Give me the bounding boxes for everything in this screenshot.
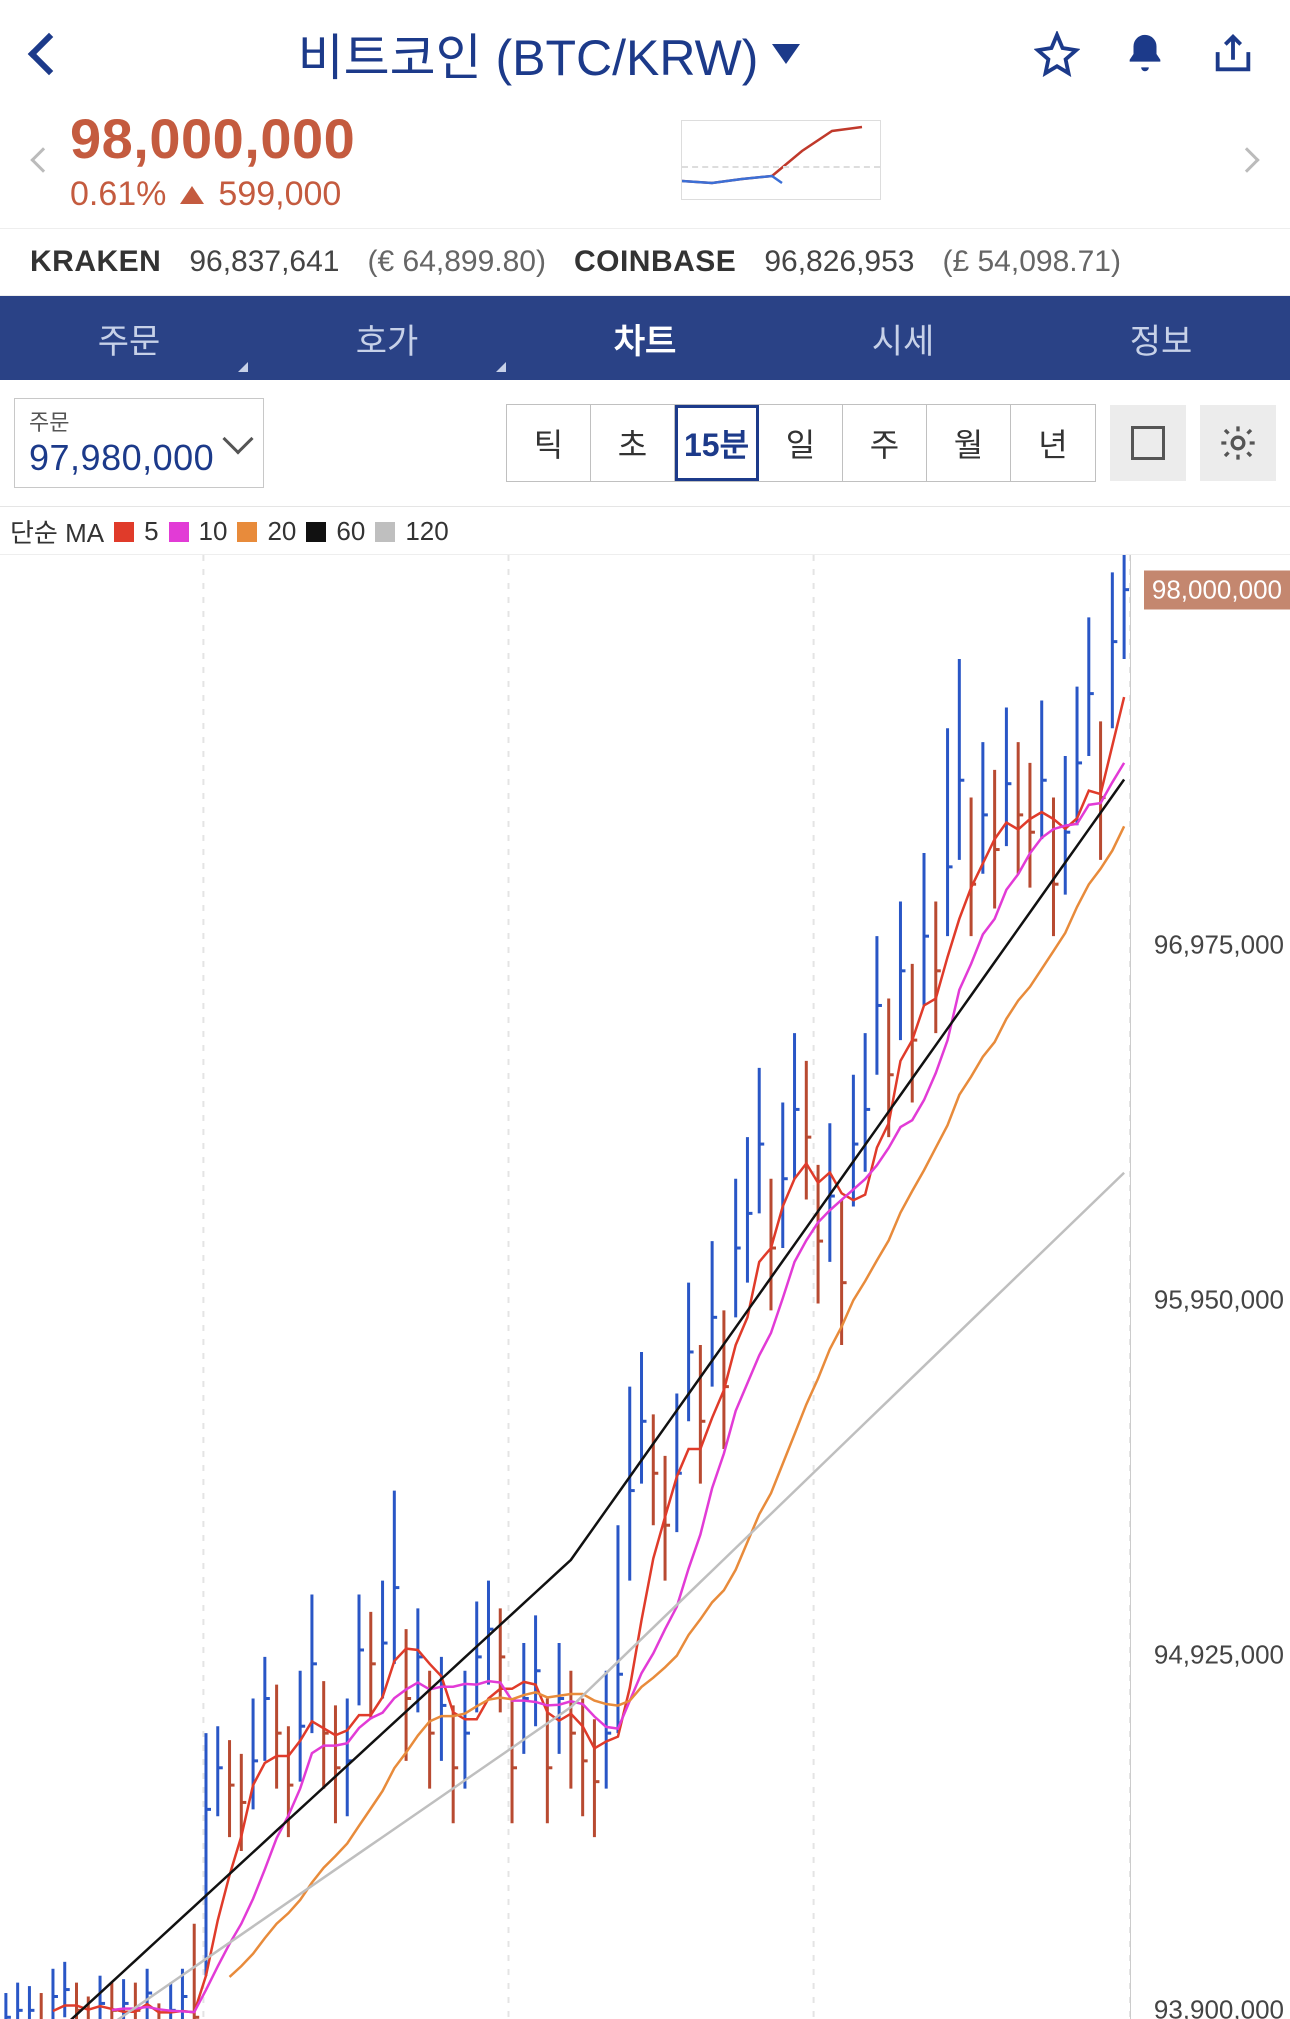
price-change-abs: 599,000: [218, 175, 341, 214]
timeframe-일[interactable]: 일: [759, 405, 843, 481]
gear-icon: [1218, 423, 1258, 463]
legend-label: 10: [199, 516, 228, 547]
triangle-up-icon: [180, 186, 204, 204]
star-icon[interactable]: [1034, 31, 1080, 77]
legend-swatch: [169, 522, 189, 542]
tab-2[interactable]: 차트: [516, 296, 774, 380]
y-tick-label: 95,950,000: [1154, 1285, 1284, 1316]
chevron-down-icon: [222, 423, 253, 454]
prev-asset-button[interactable]: [34, 151, 70, 169]
legend-swatch: [375, 522, 395, 542]
timeframe-초[interactable]: 초: [591, 405, 675, 481]
title-dropdown[interactable]: 비트코인 (BTC/KRW): [64, 18, 1034, 90]
y-tick-label: 96,975,000: [1154, 929, 1284, 960]
share-icon[interactable]: [1210, 31, 1256, 77]
y-axis: 98,000,000 96,975,000 95,950,000 94,925,000…: [1130, 555, 1290, 2019]
order-value: 97,980,000: [29, 437, 214, 479]
sparkline: [681, 120, 881, 200]
y-tick-label: 94,925,000: [1154, 1640, 1284, 1671]
price-bar: 98,000,000 0.61% 599,000: [0, 102, 1290, 228]
timeframe-group: 틱초15분일주월년: [506, 404, 1096, 482]
exchange-ticker-row[interactable]: KRAKEN 96,837,641 (€ 64,899.80) COINBASE 96,…: [0, 228, 1290, 296]
exchange-name: COINBASE: [574, 245, 736, 279]
price-badge: 98,000,000: [1144, 570, 1290, 609]
timeframe-년[interactable]: 년: [1011, 405, 1095, 481]
legend-label: 5: [144, 516, 158, 547]
legend-label: 60: [336, 516, 365, 547]
ma-legend: 단순 MA 5 10 20 60 120: [0, 507, 1290, 555]
settings-button[interactable]: [1200, 405, 1276, 481]
exchange-fiat: (€ 64,899.80): [368, 245, 546, 279]
legend-prefix: 단순 MA: [10, 513, 104, 550]
chart-type-button[interactable]: [1110, 405, 1186, 481]
topbar: 비트코인 (BTC/KRW): [0, 0, 1290, 102]
legend-label: 120: [405, 516, 448, 547]
page-title: 비트코인 (BTC/KRW): [298, 18, 759, 90]
legend-swatch: [237, 522, 257, 542]
chart-area[interactable]: 98,000,000 96,975,000 95,950,000 94,925,000…: [0, 555, 1290, 2019]
order-price-dropdown[interactable]: 주문 97,980,000: [14, 398, 264, 488]
exchange-name: KRAKEN: [30, 245, 161, 279]
main-tabs: 주문호가차트시세정보: [0, 296, 1290, 380]
order-label: 주문: [29, 405, 214, 437]
tab-3[interactable]: 시세: [774, 296, 1032, 380]
tab-4[interactable]: 정보: [1032, 296, 1290, 380]
timeframe-주[interactable]: 주: [843, 405, 927, 481]
next-asset-button[interactable]: [1220, 151, 1256, 169]
legend-label: 20: [267, 516, 296, 547]
legend-swatch: [114, 522, 134, 542]
price-change-percent: 0.61%: [70, 175, 166, 214]
timeframe-틱[interactable]: 틱: [507, 405, 591, 481]
chevron-down-icon: [772, 44, 800, 64]
legend-swatch: [306, 522, 326, 542]
exchange-fiat: (£ 54,098.71): [942, 245, 1120, 279]
y-tick-label: 93,900,000: [1154, 1995, 1284, 2019]
timeframe-15분[interactable]: 15분: [675, 405, 759, 481]
tab-0[interactable]: 주문: [0, 296, 258, 380]
bell-icon[interactable]: [1122, 31, 1168, 77]
exchange-price: 96,826,953: [764, 245, 914, 279]
tab-1[interactable]: 호가: [258, 296, 516, 380]
exchange-price: 96,837,641: [189, 245, 339, 279]
chart-toolbar: 주문 97,980,000 틱초15분일주월년: [0, 380, 1290, 507]
price-value: 98,000,000: [70, 106, 355, 171]
timeframe-월[interactable]: 월: [927, 405, 1011, 481]
